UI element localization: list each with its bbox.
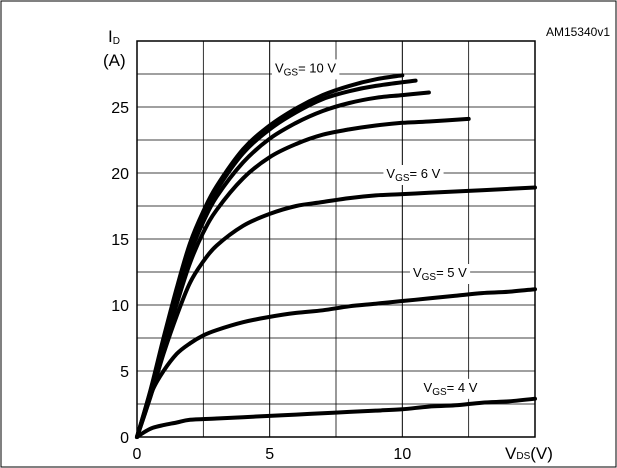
curve-label-text: VGS= 4 V xyxy=(424,380,478,398)
x-tick-label: 10 xyxy=(393,446,411,463)
curve-labels: VGS= 10 V VGS= 6 V VGS= 5 V VGS= 4 V xyxy=(271,59,481,399)
y-axis-title: ID xyxy=(108,27,120,47)
curve-label-text: VGS= 5 V xyxy=(413,265,467,283)
tick-labels: 0 5 10 0 5 10 15 20 25 xyxy=(111,100,411,463)
curve-label-background xyxy=(271,59,340,80)
series-line-5 xyxy=(135,185,537,439)
curve-label-4: VGS= 4 V xyxy=(420,378,481,399)
x-axis-unit: (V) xyxy=(530,444,553,463)
curve-label-background xyxy=(420,378,481,399)
y-axis-subscript: D xyxy=(113,36,120,47)
curve-label-3: VGS= 5 V xyxy=(409,264,471,284)
y-tick-label: 0 xyxy=(120,430,129,447)
curve-label-background xyxy=(383,165,444,185)
series-group xyxy=(135,73,537,439)
series-line-4 xyxy=(135,116,471,439)
x-tick-label: 0 xyxy=(133,446,142,463)
plot-area-frame xyxy=(136,40,536,438)
curve-label-1: VGS= 10 V xyxy=(271,59,340,80)
figure-code: AM15340v1 xyxy=(546,25,610,39)
y-axis-symbol: I xyxy=(108,27,113,46)
y-tick-label: 15 xyxy=(111,232,129,249)
y-tick-label: 25 xyxy=(111,100,129,117)
y-axis-unit: (A) xyxy=(103,51,126,70)
series-line-7 xyxy=(135,396,537,439)
x-axis-title: VDS(V) xyxy=(505,444,553,463)
x-axis-symbol: V xyxy=(505,444,517,463)
y-tick-label: 5 xyxy=(120,364,129,381)
curve-label-2: VGS= 6 V xyxy=(383,165,444,185)
curve-label-text: VGS= 10 V xyxy=(275,60,336,78)
x-tick-label: 5 xyxy=(265,446,274,463)
x-axis-subscript: DS xyxy=(516,451,530,462)
series-line-6 xyxy=(135,287,537,439)
y-tick-label: 10 xyxy=(111,298,129,315)
curve-label-background xyxy=(409,264,471,284)
curve-label-text: VGS= 6 V xyxy=(386,166,440,184)
y-tick-label: 20 xyxy=(111,166,129,183)
